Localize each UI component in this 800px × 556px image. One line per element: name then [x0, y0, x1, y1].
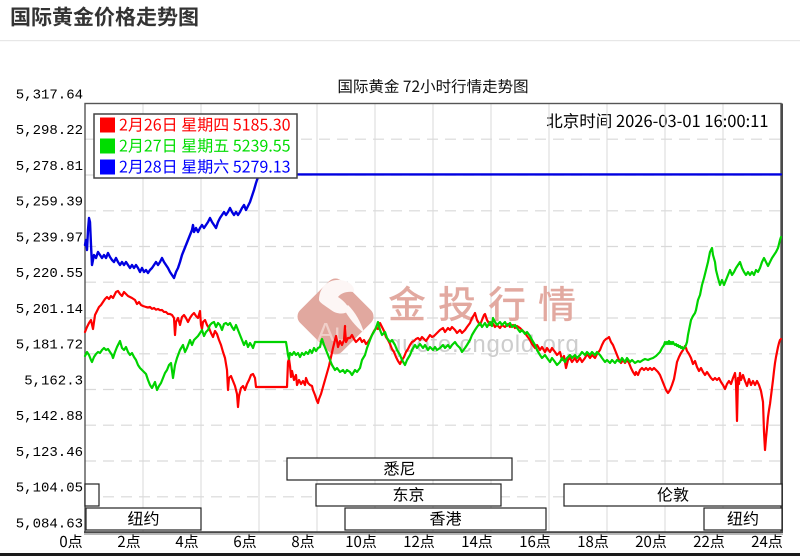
- svg-text:5,162.3: 5,162.3: [24, 373, 83, 389]
- svg-text:5,201.14: 5,201.14: [16, 302, 83, 318]
- svg-text:5,317.64: 5,317.64: [16, 87, 83, 103]
- svg-text:5,104.05: 5,104.05: [16, 481, 83, 497]
- svg-text:5,220.55: 5,220.55: [16, 266, 83, 282]
- svg-text:quote.cngold.org: quote.cngold.org: [388, 331, 580, 358]
- svg-text:5,181.72: 5,181.72: [16, 338, 83, 354]
- svg-text:5,278.81: 5,278.81: [16, 159, 83, 175]
- svg-text:5,298.22: 5,298.22: [16, 123, 83, 139]
- svg-text:5,142.88: 5,142.88: [16, 409, 83, 425]
- svg-text:5,084.63: 5,084.63: [16, 516, 83, 532]
- svg-text:5,239.97: 5,239.97: [16, 230, 83, 246]
- svg-text:5,259.39: 5,259.39: [16, 195, 83, 211]
- svg-text:5,123.46: 5,123.46: [16, 445, 83, 461]
